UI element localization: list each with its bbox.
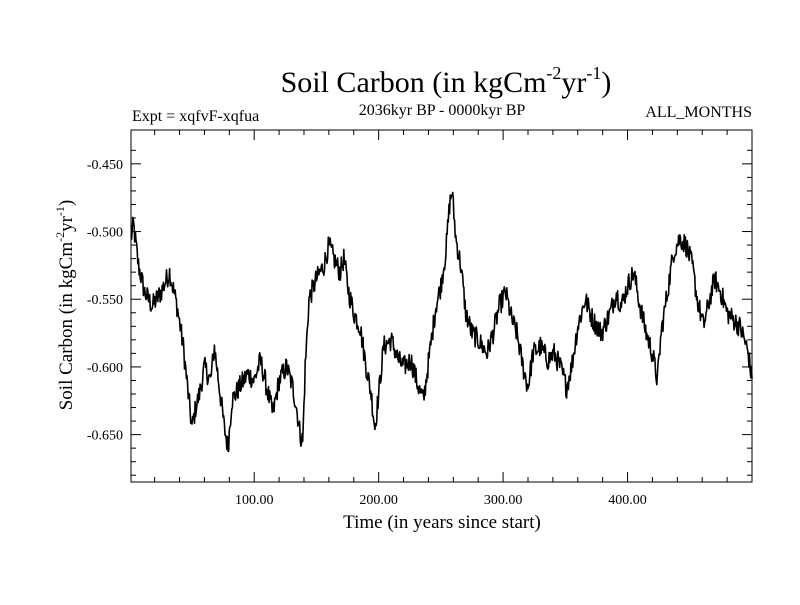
x-tick-label: 400.00	[608, 493, 647, 508]
plot-frame	[130, 129, 753, 483]
y-tick-label: -0.600	[87, 361, 123, 376]
x-axis-label: Time (in years since start)	[343, 512, 541, 533]
chart-title: Soil Carbon (in kgCm-2yr-1)	[281, 63, 612, 99]
y-axis-label: Soil Carbon (in kgCm-2yr-1)	[53, 200, 77, 411]
axis-ticks: -0.450 -0.500 -0.550 -0.600 -0.650 100.00 200.…	[87, 130, 752, 508]
months-label: ALL_MONTHS	[645, 104, 752, 121]
time-range-label: 2036kyr BP - 0000kyr BP	[359, 102, 526, 119]
x-tick-label: 200.00	[359, 493, 398, 508]
series-line-soil-carbon	[130, 191, 753, 453]
x-tick-label: 100.00	[235, 493, 274, 508]
experiment-label: Expt = xqfvF-xqfua	[132, 108, 259, 125]
y-tick-label: -0.650	[87, 429, 123, 444]
plot-area	[130, 191, 753, 453]
y-tick-label: -0.550	[87, 293, 123, 308]
x-tick-label: 300.00	[484, 493, 523, 508]
y-tick-label: -0.500	[87, 226, 123, 241]
y-tick-label: -0.450	[87, 158, 123, 173]
